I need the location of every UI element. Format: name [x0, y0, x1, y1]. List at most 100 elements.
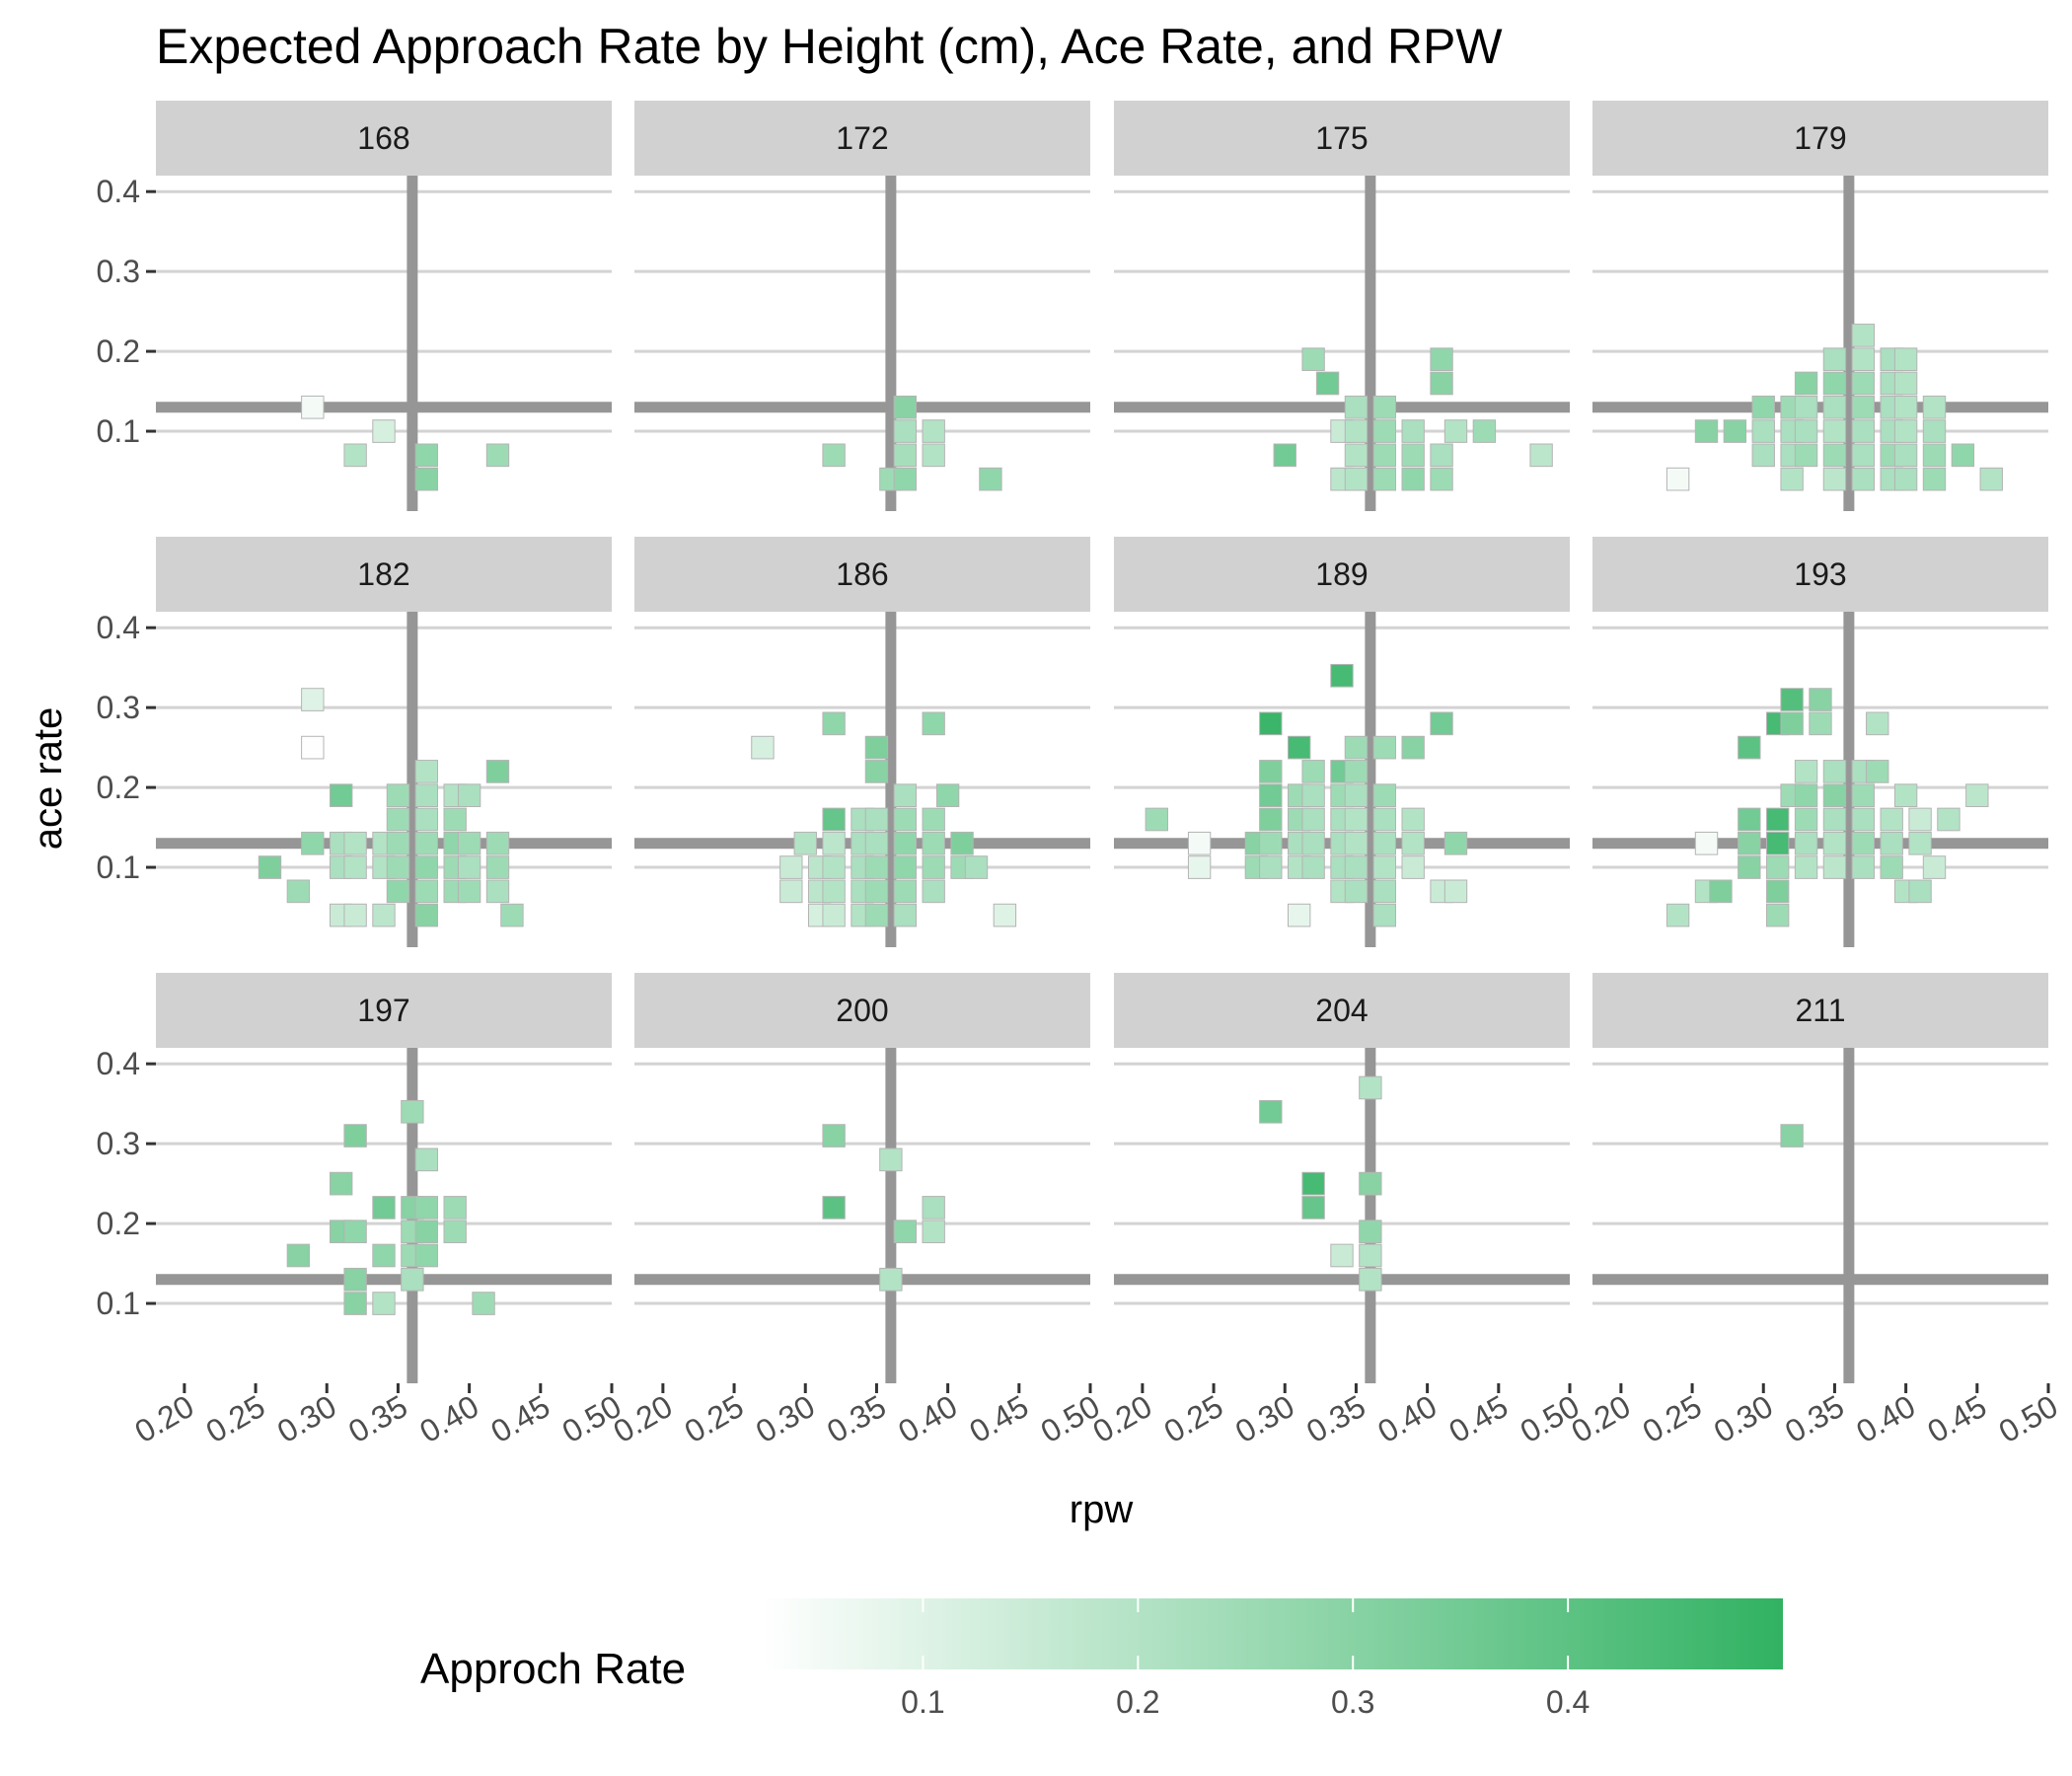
legend-colorbar: [762, 1598, 1783, 1669]
heatmap-tile: [1301, 855, 1325, 879]
heatmap-tile: [1344, 735, 1369, 760]
heatmap-tile: [1430, 371, 1453, 396]
heatmap-tile: [1401, 467, 1425, 491]
heatmap-tile: [935, 783, 960, 808]
heatmap-tile: [1287, 903, 1311, 927]
facet-label: 175: [1315, 120, 1368, 156]
heatmap-tile: [414, 1220, 439, 1244]
heatmap-tile: [386, 879, 410, 904]
heatmap-tile: [343, 903, 367, 927]
heatmap-tile: [893, 467, 918, 491]
heatmap-tile: [1851, 419, 1876, 443]
heatmap-tile: [1372, 783, 1397, 808]
heatmap-tile: [1738, 807, 1761, 832]
heatmap-tile: [922, 831, 945, 855]
heatmap-tile: [1372, 395, 1397, 419]
heatmap-tile: [372, 903, 396, 927]
heatmap-tile: [1908, 831, 1932, 855]
heatmap-tile: [1330, 663, 1354, 688]
heatmap-tile: [1851, 347, 1876, 372]
facet-strip: [634, 101, 1090, 176]
x-tick-label: 0.45: [1443, 1388, 1514, 1449]
heatmap-tile: [457, 879, 481, 904]
heatmap-tile: [879, 1267, 903, 1292]
heatmap-tile: [864, 735, 889, 760]
heatmap-tile: [1822, 443, 1847, 468]
heatmap-tile: [1344, 855, 1369, 879]
heatmap-tile: [286, 1243, 311, 1268]
heatmap-tile: [1866, 760, 1889, 783]
heatmap-tile: [779, 855, 803, 879]
heatmap-tile: [1822, 395, 1847, 419]
heatmap-tile: [386, 807, 410, 832]
heatmap-tile: [443, 1196, 467, 1220]
heatmap-tile: [1443, 879, 1468, 904]
heatmap-tile: [1809, 711, 1832, 736]
heatmap-tile: [1893, 783, 1918, 808]
heatmap-tile: [1187, 831, 1212, 855]
heatmap-tile: [1187, 855, 1212, 879]
heatmap-tile: [751, 735, 775, 760]
chart-title: Expected Approach Rate by Height (cm), A…: [156, 19, 1503, 74]
heatmap-tile: [893, 783, 918, 808]
heatmap-tile: [893, 879, 918, 904]
facet-panel: 172: [634, 101, 1090, 511]
heatmap-tile: [1301, 807, 1325, 832]
facet-label: 172: [836, 120, 888, 156]
heatmap-tile: [1738, 855, 1761, 879]
heatmap-tile: [1794, 807, 1818, 832]
facet-strip: [1114, 973, 1570, 1048]
heatmap-tile: [329, 1171, 353, 1196]
heatmap-tile: [1344, 879, 1369, 904]
heatmap-tile: [1880, 831, 1903, 855]
y-tick-label: 0.3: [97, 690, 140, 725]
heatmap-tile: [1880, 807, 1903, 832]
heatmap-tile: [1259, 760, 1283, 783]
heatmap-tile: [1443, 831, 1468, 855]
heatmap-tile: [1765, 855, 1790, 879]
heatmap-tile: [1908, 879, 1932, 904]
facet-label: 182: [357, 556, 409, 592]
heatmap-tile: [1301, 760, 1325, 783]
heatmap-tile: [1965, 783, 1989, 808]
heatmap-tile: [286, 879, 311, 904]
heatmap-tile: [1794, 443, 1818, 468]
heatmap-tile: [1259, 1099, 1283, 1124]
facet-label: 179: [1794, 120, 1846, 156]
heatmap-tile: [1851, 371, 1876, 396]
heatmap-tile: [443, 1220, 467, 1244]
x-tick-label: 0.40: [1371, 1388, 1443, 1449]
x-tick-label: 0.50: [1993, 1388, 2064, 1449]
heatmap-tile: [1359, 1075, 1382, 1100]
heatmap-tile: [922, 879, 945, 904]
heatmap-tile: [1851, 807, 1876, 832]
heatmap-tile: [1822, 467, 1847, 491]
heatmap-tile: [1372, 879, 1397, 904]
x-tick-label: 0.20: [1565, 1388, 1636, 1449]
heatmap-tile: [1372, 831, 1397, 855]
heatmap-tile: [1665, 903, 1690, 927]
heatmap-tile: [443, 807, 467, 832]
heatmap-tile: [1794, 783, 1818, 808]
facet-label: 189: [1315, 556, 1368, 592]
heatmap-tile: [1765, 879, 1790, 904]
heatmap-tile: [922, 807, 945, 832]
heatmap-tile: [1401, 855, 1425, 879]
heatmap-tile: [457, 783, 481, 808]
heatmap-tile: [893, 903, 918, 927]
heatmap-tile: [414, 903, 439, 927]
y-tick-label: 0.4: [97, 1046, 140, 1081]
x-tick-label: 0.30: [1229, 1388, 1300, 1449]
heatmap-tile: [1145, 807, 1169, 832]
heatmap-tile: [1344, 395, 1369, 419]
heatmap-tile: [1851, 395, 1876, 419]
heatmap-tile: [1359, 1267, 1382, 1292]
heatmap-tile: [1443, 419, 1468, 443]
heatmap-tile: [1315, 371, 1340, 396]
y-tick-label: 0.1: [97, 1286, 140, 1321]
heatmap-tile: [1794, 831, 1818, 855]
facet-panel: 193: [1592, 537, 2048, 947]
heatmap-tile: [1794, 855, 1818, 879]
x-tick-label: 0.25: [1637, 1388, 1708, 1449]
heatmap-tile: [1822, 347, 1847, 372]
